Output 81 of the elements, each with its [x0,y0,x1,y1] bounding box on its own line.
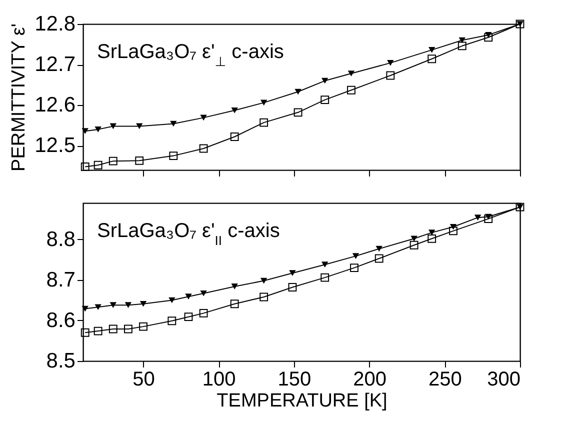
point [124,302,132,308]
point [140,300,147,307]
point [94,326,102,336]
point [484,33,493,42]
point [230,132,239,141]
point [449,226,458,236]
point [347,86,356,94]
point [387,60,394,66]
point [386,71,395,80]
point [168,297,176,304]
annotation: SrLaGa₃O₇ ε'$_{II}$ c-axis [97,220,280,248]
point [82,306,88,312]
point [199,308,208,318]
y-tick-label: 8.5 [46,350,76,372]
point [374,254,384,263]
point [200,290,207,296]
point [474,214,482,220]
x-tick-label: 300 [487,368,520,390]
point [352,253,360,259]
point [170,120,177,127]
y-tick-label: 8.8 [46,228,76,251]
point [428,230,436,236]
point [135,156,144,165]
point [350,264,358,272]
point [260,278,268,284]
point [410,236,418,242]
x-tick-label: 200 [353,368,386,390]
point [320,273,330,282]
point [199,144,208,153]
point [185,294,192,300]
point [80,162,90,171]
point [231,284,238,290]
point [348,70,355,76]
y-tick-label: 12.6 [34,94,76,117]
point [230,300,239,308]
point [168,316,176,326]
point [320,96,330,104]
point [110,302,116,308]
point [139,322,148,331]
point [94,160,102,170]
point [322,262,328,268]
y-axis-title: PERMITTIVITY ε' [8,24,30,172]
point [294,88,302,95]
point [260,118,268,127]
point [484,214,493,224]
point [82,128,88,134]
point [260,100,268,106]
point [80,328,90,337]
point [169,152,178,160]
point [428,47,436,53]
point [184,312,193,322]
point [108,324,118,334]
x-axis-title: TEMPERATURE [K] [216,390,388,412]
y-tick-label: 12.8 [34,12,76,36]
point [294,108,302,117]
y-tick-label: 8.6 [46,308,76,332]
point [136,123,143,130]
point [108,156,118,166]
point [376,246,382,252]
point [428,234,436,243]
x-tick-label: 150 [278,368,312,390]
point [200,114,207,121]
point [231,107,238,114]
point [124,324,132,334]
point [289,270,296,276]
point [94,126,102,132]
point [458,42,466,50]
point [288,283,297,292]
point [428,54,436,64]
point [410,240,418,250]
point [322,78,328,84]
point [94,304,102,310]
x-tick-label: 50 [132,368,155,390]
y-tick-label: 12.5 [34,134,76,158]
x-tick-label: 250 [428,368,462,390]
x-tick-label: 100 [202,368,236,390]
annotation: SrLaGa₃O₇ ε'$_{⊥}$ c-axis [97,41,284,68]
y-tick-label: 12.7 [34,53,76,76]
point [260,292,268,302]
point [110,123,116,130]
y-tick-label: 8.7 [46,268,76,292]
